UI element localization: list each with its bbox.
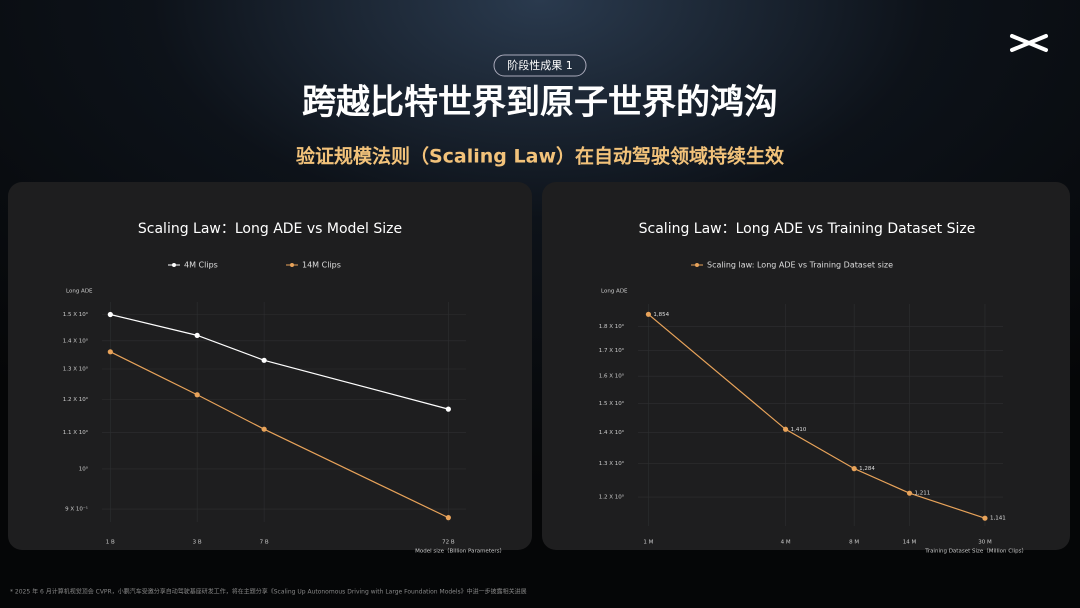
- y-axis-label: Long ADE: [601, 289, 628, 295]
- y-tick-label: 1.2 X 10⁰: [599, 494, 625, 501]
- y-tick-label: 10⁰: [79, 465, 89, 472]
- y-tick-label: 1.4 X 10⁰: [63, 337, 89, 344]
- data-point: [445, 515, 451, 521]
- x-tick-label: 8 M: [849, 540, 859, 546]
- data-label: 1,211: [915, 491, 931, 497]
- x-tick-label: 72 B: [442, 540, 455, 546]
- slide-title: 跨越比特世界到原子世界的鸿沟: [302, 83, 778, 123]
- chart-title: Scaling Law：Long ADE vs Model Size: [138, 221, 402, 237]
- footnote: * 2025 年 6 月计算机视觉顶会 CVPR，小鹏汽车受邀分享自动驾驶基座研…: [10, 588, 527, 596]
- y-tick-label: 1.8 X 10⁰: [599, 323, 625, 330]
- x-tick-label: 7 B: [260, 540, 269, 546]
- data-point: [851, 466, 857, 472]
- y-tick-label: 1.3 X 10⁰: [63, 366, 89, 373]
- data-point: [194, 392, 200, 398]
- data-label: 1,284: [859, 466, 875, 472]
- y-tick-label: 1.4 X 10⁰: [599, 429, 625, 436]
- series-line: [110, 351, 449, 519]
- data-point: [107, 349, 113, 355]
- series-line: [110, 313, 449, 410]
- y-tick-label: 1.6 X 10⁰: [599, 373, 625, 380]
- x-axis-label: Training Dataset Size（Million Clips）: [924, 548, 1027, 555]
- x-tick-label: 14 M: [903, 540, 917, 546]
- chart-title: Scaling Law：Long ADE vs Training Dataset…: [639, 221, 976, 237]
- y-tick-label: 9 X 10⁻¹: [65, 506, 88, 513]
- panel: [8, 182, 532, 550]
- data-point: [645, 311, 652, 317]
- x-tick-label: 1 B: [106, 540, 115, 546]
- y-tick-label: 1.5 X 10⁰: [599, 400, 625, 407]
- data-point: [445, 406, 451, 412]
- data-label: 1,410: [791, 427, 807, 433]
- badge: 阶段性成果 1: [507, 58, 573, 72]
- y-tick-label: 1.2 X 10⁰: [63, 396, 89, 403]
- legend-marker: [172, 263, 176, 267]
- x-tick-label: 4 M: [781, 540, 791, 546]
- data-point: [194, 332, 200, 338]
- slide-subtitle: 验证规模法则（Scaling Law）在自动驾驶领域持续生效: [296, 145, 784, 168]
- data-point: [782, 426, 789, 432]
- x-tick-label: 1 M: [643, 540, 653, 546]
- legend-label: 14M Clips: [302, 261, 341, 270]
- y-tick-label: 1.3 X 10⁰: [599, 460, 625, 467]
- logo: [1010, 34, 1048, 52]
- x-tick-label: 3 B: [193, 540, 202, 546]
- data-point: [982, 515, 988, 521]
- data-point: [107, 311, 113, 318]
- badge-frame: [493, 54, 587, 77]
- data-label: 1,854: [653, 312, 669, 318]
- y-tick-label: 1.5 X 10⁰: [63, 311, 89, 318]
- data-point: [261, 426, 267, 432]
- x-tick-label: 30 M: [978, 540, 992, 546]
- y-tick-label: 1.7 X 10⁰: [599, 347, 625, 354]
- legend-label: Scaling law: Long ADE vs Training Datase…: [707, 261, 893, 270]
- data-point: [906, 490, 913, 496]
- y-tick-label: 1.1 X 10⁰: [63, 429, 89, 436]
- legend-marker: [695, 263, 699, 267]
- legend-marker: [290, 263, 294, 267]
- x-axis-label: Model size（Billion Parameters）: [415, 548, 505, 555]
- data-point: [261, 357, 267, 363]
- panel: [542, 182, 1070, 550]
- legend-label: 4M Clips: [184, 261, 218, 270]
- data-label: 1,141: [990, 516, 1006, 522]
- y-axis-label: Long ADE: [66, 289, 93, 295]
